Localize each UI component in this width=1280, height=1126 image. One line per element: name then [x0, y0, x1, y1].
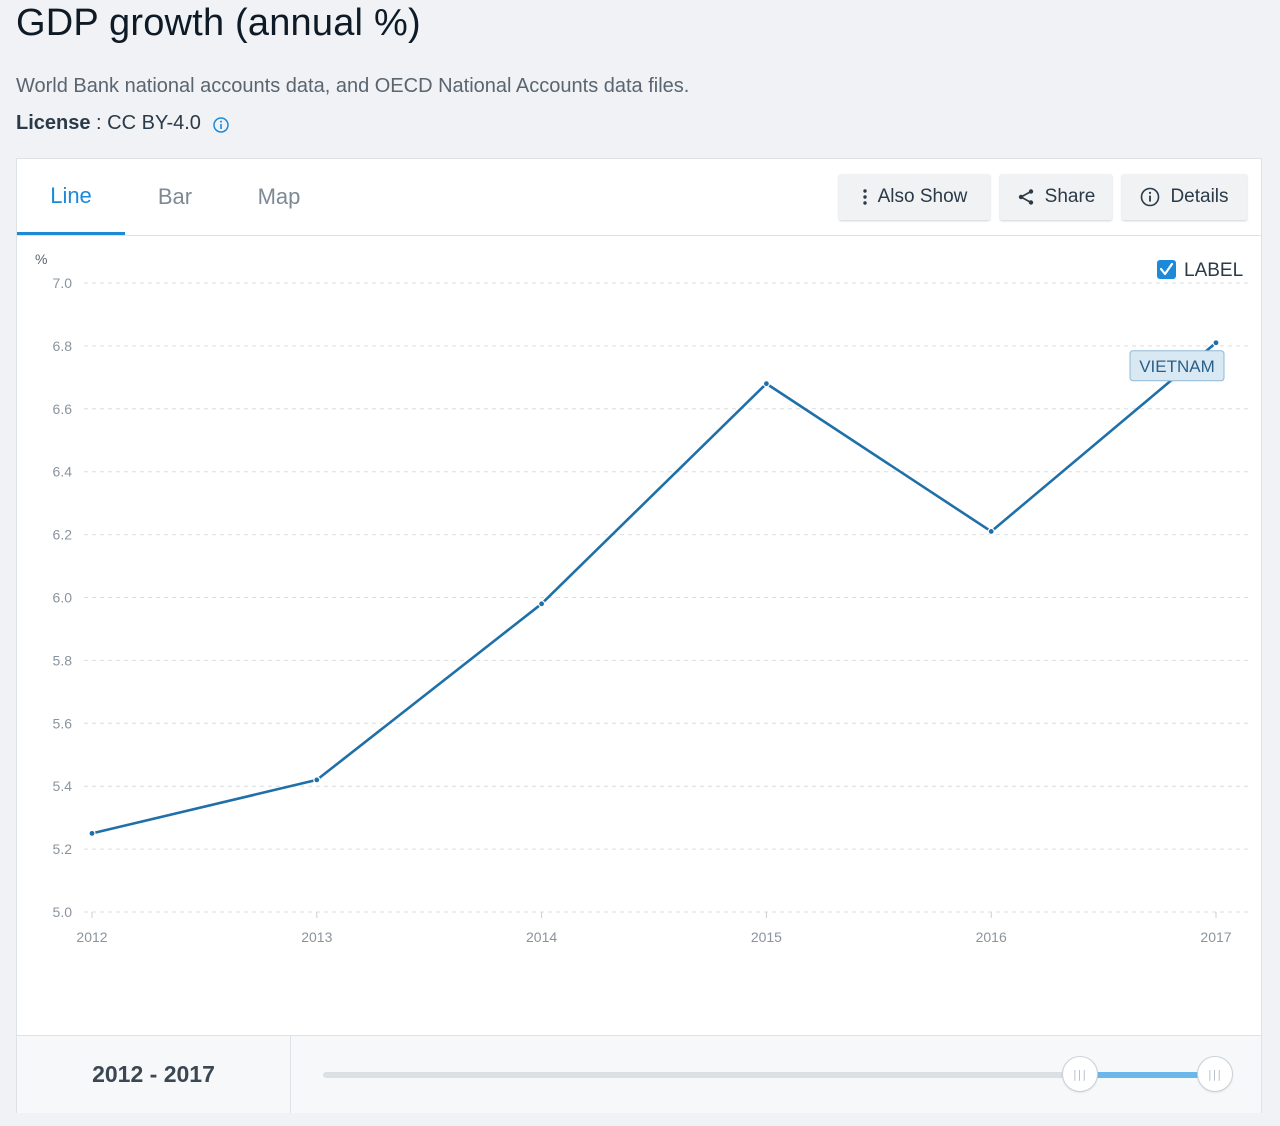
source-note: World Bank national accounts data, and O… [16, 75, 690, 97]
y-tick-label: 5.6 [53, 715, 73, 731]
y-tick-label: 6.8 [53, 338, 73, 354]
also-show-button[interactable]: Also Show [839, 174, 990, 220]
data-point[interactable] [88, 829, 96, 837]
tab-bar: Line Bar Map Also Show Share Details [17, 159, 1261, 236]
check-icon [1159, 262, 1174, 276]
share-icon [1018, 189, 1033, 205]
line-chart: % 5.0 5.2 5.4 5.6 5.8 6.0 6.2 6.4 6.6 6.8 7.0 2012 20… [35, 251, 1248, 945]
series-label-vietnam: VIETNAM [1139, 357, 1215, 376]
info-circle-icon [1141, 187, 1160, 207]
tab-line[interactable]: Line [17, 159, 125, 235]
range-end: 2017 [163, 1061, 215, 1087]
x-tick-label: 2015 [751, 929, 782, 945]
license-separator: : [90, 112, 108, 134]
range-slider-track[interactable] [323, 1072, 1215, 1078]
year-range: 2012 - 2017 [17, 1036, 291, 1113]
y-tick-label: 5.8 [53, 652, 73, 668]
x-tick-label: 2017 [1200, 929, 1231, 945]
also-show-label: Also Show [877, 186, 968, 207]
license-label: License [16, 112, 91, 134]
series-line-vietnam [91, 341, 1217, 835]
series-label-box [1129, 350, 1225, 382]
tab-bar-chart[interactable]: Bar [157, 184, 193, 209]
license-line: License : CC BY-4.0 [16, 112, 229, 135]
details-label: Details [1170, 186, 1229, 207]
data-point[interactable] [762, 380, 771, 388]
x-tick-label: 2012 [76, 929, 107, 945]
x-tick-label: 2014 [526, 929, 557, 945]
grip-icon: ||| [1072, 1067, 1088, 1081]
data-point[interactable] [1212, 339, 1220, 347]
y-tick-label: 6.4 [53, 464, 73, 480]
y-tick-label: 5.4 [53, 778, 73, 794]
y-axis-unit: % [35, 251, 47, 267]
y-tick-label: 6.2 [53, 527, 73, 543]
chart-card: Line Bar Map Also Show Share Details % 5.… [16, 158, 1262, 1113]
data-point[interactable] [987, 527, 995, 536]
data-point[interactable] [313, 776, 321, 784]
label-checkbox[interactable] [1157, 260, 1176, 279]
y-tick-label: 6.6 [53, 401, 73, 417]
license-value: CC BY-4.0 [107, 112, 201, 134]
range-end-handle[interactable]: ||| [1197, 1056, 1233, 1092]
share-label: Share [1044, 186, 1096, 207]
y-tick-label: 7.0 [53, 275, 73, 291]
range-start: 2012 [92, 1061, 144, 1087]
range-start-handle[interactable]: ||| [1062, 1056, 1098, 1092]
y-tick-label: 5.0 [53, 904, 73, 920]
grip-icon: ||| [1207, 1067, 1223, 1081]
tab-map[interactable]: Map [257, 184, 301, 209]
range-separator: - [143, 1061, 164, 1087]
x-tick-label: 2016 [976, 929, 1007, 945]
label-toggle[interactable]: LABEL [1157, 260, 1243, 281]
y-tick-label: 6.0 [53, 590, 73, 606]
label-toggle-text[interactable]: LABEL [1184, 260, 1243, 281]
share-button[interactable]: Share [1000, 174, 1112, 220]
range-footer: 2012 - 2017 ||| ||| [17, 1035, 1261, 1113]
info-icon[interactable] [213, 116, 229, 133]
y-tick-label: 5.2 [53, 841, 73, 857]
range-slider-selection [1080, 1072, 1215, 1078]
data-point[interactable] [537, 600, 546, 608]
page-title: GDP growth (annual %) [16, 2, 421, 44]
x-tick-label: 2013 [301, 929, 332, 945]
more-vertical-icon [862, 189, 867, 205]
details-button[interactable]: Details [1122, 174, 1247, 220]
